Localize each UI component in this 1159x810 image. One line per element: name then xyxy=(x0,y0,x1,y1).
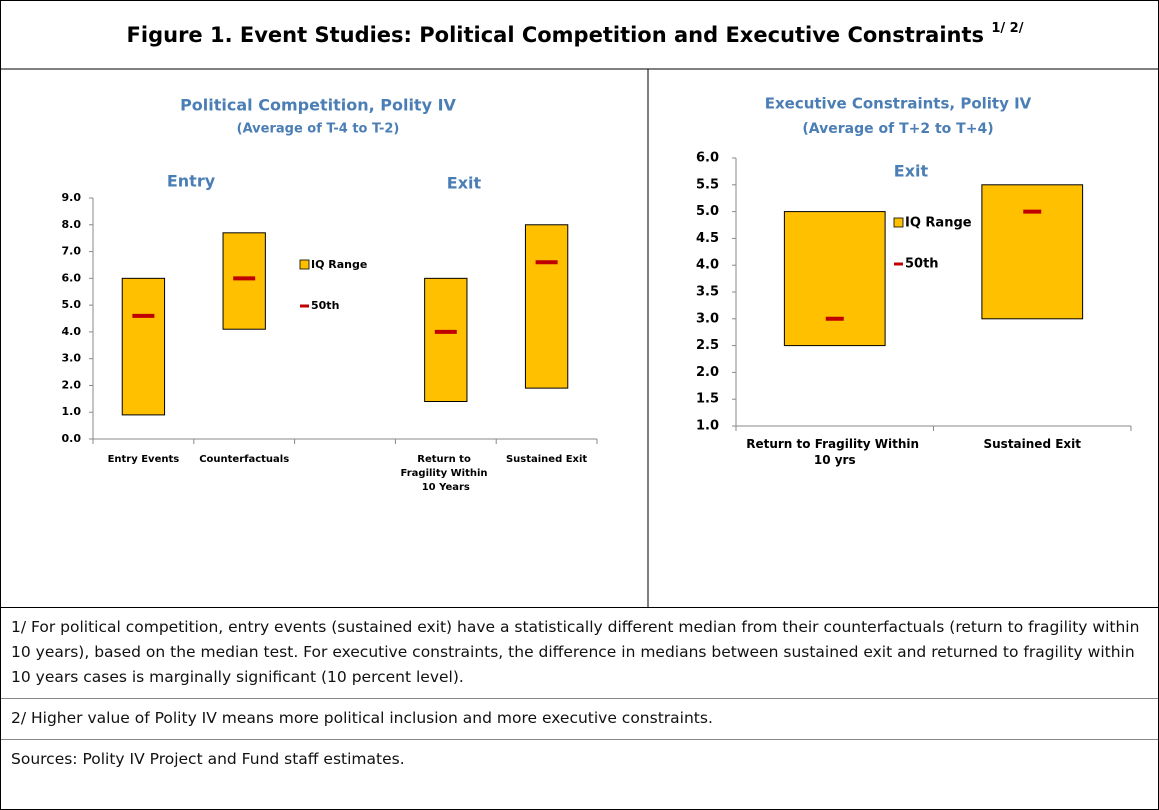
y-tick-label: 3.0 xyxy=(62,352,82,365)
label-line: Counterfactuals xyxy=(199,454,289,465)
y-tick-label: 9.0 xyxy=(62,191,82,204)
x-tick-label: Return to Fragility Within 10 yrs xyxy=(746,437,923,467)
legend-label: 50th xyxy=(905,257,939,272)
figure-title-superscript: 1/ 2/ xyxy=(991,21,1023,36)
notes: 1/ For political competition, entry even… xyxy=(1,607,1158,780)
y-tick-label: 5.0 xyxy=(62,298,82,311)
chart-subtitle: (Average of T+2 to T+4) xyxy=(802,121,993,137)
y-tick-label: 6.0 xyxy=(62,271,82,284)
label-line: Return to Fragility Within xyxy=(746,437,923,451)
y-tick-label: 1.0 xyxy=(696,419,719,434)
y-tick-label: 0.0 xyxy=(62,432,82,445)
iq-box xyxy=(222,232,266,330)
y-tick-label: 2.5 xyxy=(696,338,719,353)
chart-title: Political Competition, Polity IV xyxy=(180,96,456,115)
y-tick-label: 4.5 xyxy=(696,231,719,246)
chart-title: Executive Constraints, Polity IV xyxy=(765,95,1032,113)
x-tick-label: Entry Events xyxy=(108,454,180,465)
legend-swatch xyxy=(299,259,310,270)
legend-label: 50th xyxy=(311,299,339,312)
y-tick-label: 5.0 xyxy=(696,204,719,219)
label-line: Sustained Exit xyxy=(983,437,1081,451)
figure-title-text: Figure 1. Event Studies: Political Compe… xyxy=(127,23,984,47)
y-tick-label: 6.0 xyxy=(696,151,719,166)
y-tick-label: 5.5 xyxy=(696,177,719,192)
group-label: Exit xyxy=(447,174,482,193)
legend-label: IQ Range xyxy=(905,216,972,231)
x-tick-label: Return to Fragility Within 10 Years xyxy=(401,454,491,493)
iq-box xyxy=(424,277,468,403)
x-tick-label: Sustained Exit xyxy=(983,437,1081,451)
y-tick-label: 4.0 xyxy=(62,325,82,338)
label-line: 10 Years xyxy=(422,482,470,493)
iq-box xyxy=(981,184,1084,320)
note: 2/ Higher value of Polity IV means more … xyxy=(1,699,1158,740)
y-tick-label: 2.0 xyxy=(62,378,82,391)
iq-box xyxy=(121,277,166,416)
y-tick-label: 1.0 xyxy=(62,405,82,418)
y-tick-label: 4.0 xyxy=(696,258,719,273)
label-line: 10 yrs xyxy=(814,453,856,467)
group-label: Exit xyxy=(894,162,929,181)
y-tick-label: 7.0 xyxy=(62,245,82,258)
x-tick-label: Sustained Exit xyxy=(506,454,587,465)
figure-title: Figure 1. Event Studies: Political Compe… xyxy=(127,21,1024,48)
group-label: Entry xyxy=(167,172,216,191)
iq-box xyxy=(524,224,569,389)
label-line: Fragility Within xyxy=(401,468,491,479)
label-line: Sustained Exit xyxy=(506,454,587,465)
label-line: Entry Events xyxy=(108,454,180,465)
note: 1/ For political competition, entry even… xyxy=(1,608,1158,699)
y-tick-label: 3.5 xyxy=(696,285,719,300)
y-tick-label: 8.0 xyxy=(62,218,82,231)
y-tick-label: 3.0 xyxy=(696,311,719,326)
charts: Figure 1. Event Studies: Political Compe… xyxy=(1,21,1158,607)
iq-box xyxy=(783,211,886,347)
chart-subtitle: (Average of T-4 to T-2) xyxy=(237,122,400,137)
legend-label: IQ Range xyxy=(311,258,367,271)
y-tick-label: 1.5 xyxy=(696,392,719,407)
legend-swatch xyxy=(893,217,904,228)
note: Sources: Polity IV Project and Fund staf… xyxy=(11,750,405,768)
y-tick-label: 2.0 xyxy=(696,365,719,380)
x-tick-label: Counterfactuals xyxy=(199,454,289,465)
label-line: Return to xyxy=(417,454,474,465)
